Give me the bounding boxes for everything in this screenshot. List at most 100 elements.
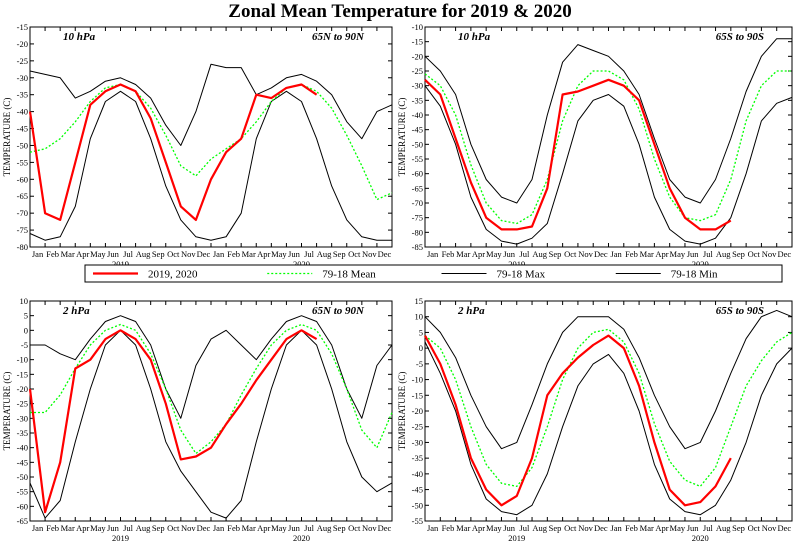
x-tick-label: Mar bbox=[61, 523, 75, 533]
x-tick-label: Jan bbox=[32, 523, 44, 533]
x-tick-label: May bbox=[90, 249, 106, 259]
x-tick-label: Dec bbox=[778, 249, 792, 259]
y-tick-label: 5 bbox=[419, 327, 423, 337]
x-tick-label: Sep bbox=[333, 249, 346, 259]
year-label: 2019 bbox=[112, 259, 129, 269]
x-tick-label: Jul bbox=[304, 249, 315, 259]
y-tick-label: -55 bbox=[17, 157, 28, 167]
y-tick-label: -60 bbox=[412, 169, 423, 179]
x-tick-label: Jul bbox=[123, 523, 134, 533]
y-tick-label: -20 bbox=[412, 406, 423, 416]
panel-2: -85 -80 -75 -70 -65 -60 -55 -50 -45 -40 -35 -30 -25 -… bbox=[397, 22, 793, 269]
x-tick-label: Dec bbox=[378, 249, 392, 259]
x-tick-label: Oct bbox=[348, 523, 361, 533]
x-tick-label: Nov bbox=[181, 523, 196, 533]
panels: -80-75-70-65-60-55-50-45-40-35-30-25-20-… bbox=[2, 22, 793, 543]
x-tick-label: Dec bbox=[594, 249, 608, 259]
level-annotation: 2 hPa bbox=[457, 305, 485, 317]
y-tick-label: -30 bbox=[412, 81, 423, 91]
y-tick-label: -5 bbox=[416, 359, 423, 369]
x-tick-label: Jan bbox=[213, 523, 225, 533]
y-tick-label: -80 bbox=[412, 227, 423, 237]
series-line-mean bbox=[29, 83, 393, 201]
level-annotation: 10 hPa bbox=[63, 31, 96, 43]
x-tick-label: May bbox=[670, 523, 686, 533]
region-annotation: 65N to 90N bbox=[312, 305, 365, 317]
x-tick-label: Dec bbox=[594, 523, 608, 533]
x-tick-label: Aug bbox=[532, 523, 547, 533]
y-tick-label: 10 bbox=[415, 312, 424, 322]
x-tick-label: May bbox=[90, 523, 106, 533]
y-tick-label: -35 bbox=[412, 453, 423, 463]
x-tick-label: Mar bbox=[61, 249, 75, 259]
region-annotation: 65S to 90S bbox=[716, 305, 764, 317]
x-tick-label: Jan bbox=[427, 523, 439, 533]
y-tick-label: 15 bbox=[415, 296, 424, 306]
y-tick-label: -65 bbox=[17, 191, 28, 201]
y-tick-label: -45 bbox=[412, 485, 423, 495]
x-tick-label: Nov bbox=[578, 523, 593, 533]
y-tick-label: -65 bbox=[412, 183, 423, 193]
x-tick-label: Aug bbox=[716, 249, 731, 259]
x-tick-label: Jan bbox=[610, 523, 622, 533]
x-tick-label: Jul bbox=[703, 523, 714, 533]
y-tick-label: 5 bbox=[24, 311, 28, 321]
series-line-observed bbox=[424, 334, 732, 507]
region-annotation: 65N to 90N bbox=[312, 31, 365, 43]
year-label: 2020 bbox=[692, 533, 709, 543]
x-tick-label: Mar bbox=[640, 523, 654, 533]
y-tick-label: -45 bbox=[17, 457, 28, 467]
x-tick-label: Jan bbox=[32, 249, 44, 259]
legend-label-mean: 79-18 Mean bbox=[322, 269, 376, 281]
x-tick-label: May bbox=[486, 249, 502, 259]
x-tick-label: Nov bbox=[181, 249, 196, 259]
y-tick-label: -20 bbox=[17, 384, 28, 394]
x-tick-label: May bbox=[271, 249, 287, 259]
x-tick-label: Nov bbox=[578, 249, 593, 259]
y-tick-label: -10 bbox=[412, 22, 423, 32]
y-tick-label: 0 bbox=[419, 343, 423, 353]
y-tick-label: -40 bbox=[412, 469, 423, 479]
x-tick-label: Jun bbox=[107, 249, 120, 259]
y-tick-label: -15 bbox=[412, 390, 423, 400]
y-tick-label: -75 bbox=[412, 213, 423, 223]
y-tick-label: -80 bbox=[17, 242, 28, 252]
level-annotation: 2 hPa bbox=[62, 305, 90, 317]
y-tick-label: -30 bbox=[17, 73, 28, 83]
series-line-observed bbox=[28, 83, 318, 221]
y-tick-label: -55 bbox=[412, 516, 423, 526]
series-line-min bbox=[424, 85, 793, 245]
series-line-min bbox=[424, 341, 793, 516]
legend-label-min: 79-18 Min bbox=[671, 269, 718, 281]
x-tick-label: Mar bbox=[456, 523, 470, 533]
y-tick-label: -35 bbox=[412, 95, 423, 105]
y-tick-label: -70 bbox=[17, 208, 28, 218]
year-label: 2020 bbox=[293, 259, 310, 269]
panel-3: -65-60-55-50-45-40-35-30-25-20-15-10-505… bbox=[2, 296, 393, 543]
year-label: 2019 bbox=[112, 533, 129, 543]
x-tick-label: Jul bbox=[519, 523, 530, 533]
y-tick-label: -55 bbox=[412, 154, 423, 164]
x-tick-label: Aug bbox=[317, 523, 332, 533]
x-tick-label: Nov bbox=[362, 249, 377, 259]
x-tick-label: Aug bbox=[532, 249, 547, 259]
x-tick-label: Oct bbox=[748, 523, 761, 533]
legend-label-max: 79-18 Max bbox=[497, 269, 546, 281]
x-tick-label: Jul bbox=[123, 249, 134, 259]
x-tick-label: Oct bbox=[564, 523, 577, 533]
series-line-min bbox=[29, 90, 392, 241]
y-tick-label: -25 bbox=[17, 56, 28, 66]
y-tick-label: -30 bbox=[17, 413, 28, 423]
x-tick-label: Apr bbox=[472, 249, 485, 259]
y-tick-label: -20 bbox=[412, 51, 423, 61]
region-annotation: 65S to 90S bbox=[716, 31, 764, 43]
y-tick-label: -10 bbox=[17, 355, 28, 365]
y-tick-label: -55 bbox=[17, 487, 28, 497]
x-tick-label: Jun bbox=[107, 523, 120, 533]
y-tick-label: -65 bbox=[17, 516, 28, 526]
series-line-max bbox=[424, 38, 792, 204]
y-tick-label: -70 bbox=[412, 198, 423, 208]
y-tick-label: -50 bbox=[17, 140, 28, 150]
x-tick-label: May bbox=[486, 523, 502, 533]
y-tick-label: -50 bbox=[17, 472, 28, 482]
